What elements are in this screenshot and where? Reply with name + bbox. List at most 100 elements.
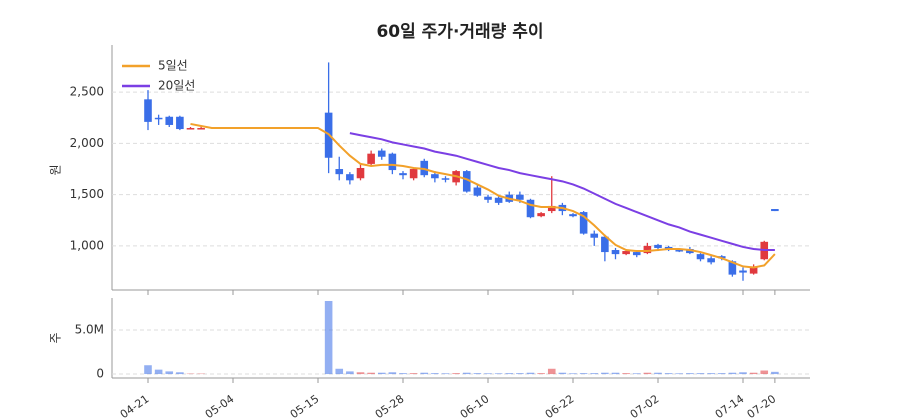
candle-body xyxy=(484,196,492,200)
candle-body xyxy=(346,174,354,181)
candle-body xyxy=(176,116,184,130)
volume-bar xyxy=(590,373,599,375)
volume-axis-label: 주 xyxy=(49,332,63,343)
moving-average-line xyxy=(190,122,776,269)
candle-body xyxy=(494,197,503,203)
candle-body xyxy=(590,233,599,238)
candle-body xyxy=(601,236,609,253)
x-tick-label: 07-14 xyxy=(713,392,747,420)
volume-bar xyxy=(367,372,375,375)
volume-tick-label: 0 xyxy=(96,367,104,381)
volume-bar xyxy=(399,373,407,375)
candle-body xyxy=(197,128,205,130)
candle-body xyxy=(377,150,386,157)
candle-body xyxy=(154,117,163,120)
volume-bar xyxy=(686,373,694,375)
candle-body xyxy=(165,116,174,125)
volume-bar xyxy=(346,371,354,375)
volume-bar xyxy=(664,373,673,375)
moving-average-line xyxy=(349,132,775,252)
legend-label: 5일선 xyxy=(158,59,188,73)
candle-body xyxy=(579,212,588,234)
candle-body xyxy=(473,187,482,196)
candle-body xyxy=(569,214,577,217)
candle-body xyxy=(771,209,779,212)
candle-body xyxy=(739,270,747,273)
volume-bar xyxy=(165,371,174,375)
volume-bar xyxy=(558,372,567,375)
candle-body xyxy=(707,258,715,263)
candle-body xyxy=(367,153,375,164)
volume-bar xyxy=(473,373,482,375)
volume-bar xyxy=(739,372,747,375)
candle-body xyxy=(335,169,344,175)
candle-body xyxy=(462,171,471,192)
volume-bar xyxy=(707,373,715,375)
candle-body xyxy=(675,250,684,252)
candle-body xyxy=(654,244,662,248)
y-tick-label: 2,000 xyxy=(70,136,104,150)
volume-bar xyxy=(760,370,769,375)
volume-bar xyxy=(749,372,758,375)
volume-bar xyxy=(526,372,535,375)
volume-bar xyxy=(462,372,471,375)
volume-bar xyxy=(643,372,652,375)
volume-bar xyxy=(654,372,662,375)
candle-body xyxy=(643,245,652,254)
volume-bar xyxy=(632,373,641,375)
volume-bar xyxy=(154,369,163,375)
volume-bar xyxy=(388,372,397,375)
volume-bar xyxy=(356,372,365,375)
volume-bar xyxy=(144,365,152,375)
candle-body xyxy=(537,213,545,217)
candle-body xyxy=(356,168,365,179)
volume-bar xyxy=(176,372,184,375)
candle-body xyxy=(749,266,758,274)
legend-label: 20일선 xyxy=(158,79,195,93)
volume-bar xyxy=(537,373,545,375)
x-tick-label: 04-21 xyxy=(118,392,152,420)
volume-bar xyxy=(377,372,386,375)
candle-body xyxy=(728,261,737,275)
volume-bar xyxy=(622,373,630,375)
volume-bar xyxy=(516,373,524,375)
candle-body xyxy=(526,199,535,218)
volume-bar xyxy=(611,372,620,375)
candle-body xyxy=(622,251,630,255)
candle-body xyxy=(420,160,429,176)
candle-body xyxy=(632,252,641,256)
x-tick-label: 07-20 xyxy=(745,392,779,420)
volume-bar xyxy=(579,373,588,375)
y-axis-label: 원 xyxy=(49,164,63,175)
candle-body xyxy=(399,173,407,176)
x-tick-label: 06-10 xyxy=(458,392,492,420)
candle-body xyxy=(686,248,694,254)
volume-bar xyxy=(409,373,418,375)
y-tick-label: 2,500 xyxy=(70,85,104,99)
volume-bar xyxy=(675,373,684,375)
y-tick-label: 1,000 xyxy=(70,238,104,252)
volume-bar xyxy=(547,368,556,375)
x-tick-label: 07-02 xyxy=(628,392,662,420)
candle-body xyxy=(431,174,439,179)
candle-body xyxy=(409,169,418,179)
candle-body xyxy=(611,250,620,255)
volume-bar xyxy=(505,373,514,375)
volume-bar xyxy=(324,300,333,375)
candle-body xyxy=(388,153,397,171)
candle-body xyxy=(516,194,524,200)
chart-title: 60일 주가·거래량 추이 xyxy=(376,22,543,42)
volume-bar xyxy=(728,372,737,375)
volume-bar xyxy=(569,373,577,375)
volume-bar xyxy=(452,373,460,375)
x-tick-label: 05-15 xyxy=(288,392,322,420)
candle-body xyxy=(547,205,556,212)
volume-bar xyxy=(335,368,344,375)
candle-body xyxy=(144,99,152,122)
x-tick-label: 06-22 xyxy=(543,392,577,420)
candle-body xyxy=(441,178,450,180)
x-tick-label: 05-28 xyxy=(373,392,407,420)
candle-body xyxy=(696,254,705,260)
x-tick-label: 05-04 xyxy=(203,392,237,420)
